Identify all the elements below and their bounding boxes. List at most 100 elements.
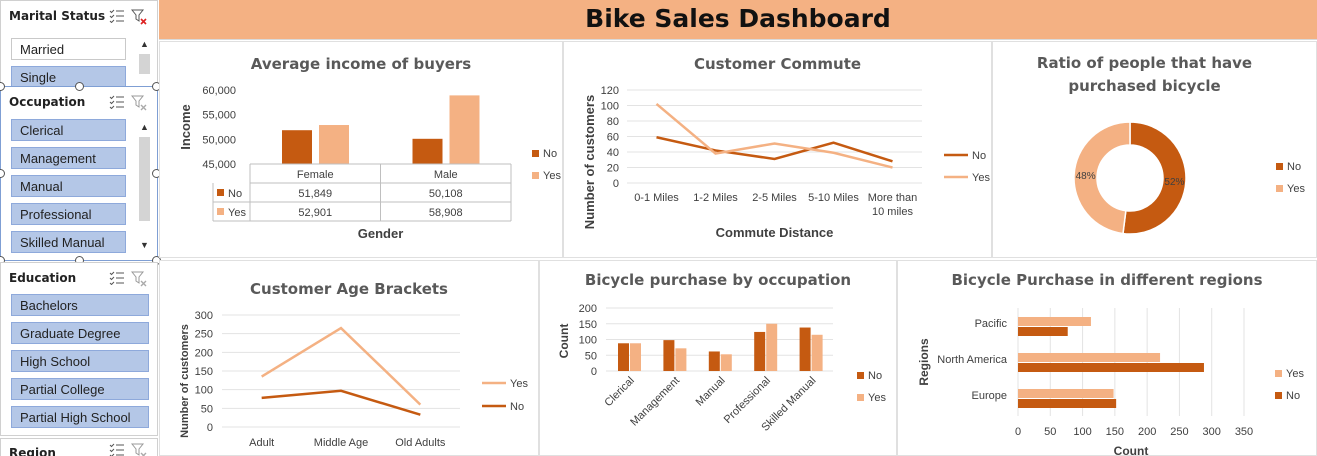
bar	[799, 327, 811, 371]
clear-filter-icon[interactable]	[131, 95, 147, 111]
slicer-scrollbar[interactable]: ▲	[138, 38, 151, 87]
y-tick-label: 55,000	[202, 110, 236, 122]
slicer-marital-status[interactable]: Marital Status Married Single ▲	[0, 0, 158, 88]
scroll-up-icon[interactable]: ▲	[140, 122, 149, 132]
legend-label: Yes	[868, 392, 886, 404]
regions-chart: 0 50 100 150 200 250 300 350 Pacific North Americ…	[917, 308, 1304, 455]
x-tick-label: 350	[1235, 426, 1253, 438]
y-tick-label: 0	[613, 178, 619, 190]
slicer-item-label: Married	[20, 42, 65, 57]
bar	[1018, 353, 1161, 362]
clear-filter-icon[interactable]	[131, 271, 147, 287]
table-legend-key	[217, 208, 224, 215]
y-axis-title: Count	[557, 324, 571, 359]
slicer-item-label: Clerical	[20, 123, 64, 138]
legend-label: Yes	[543, 170, 561, 182]
slicer-item-label: Management	[20, 151, 96, 166]
multi-select-icon[interactable]	[109, 271, 125, 285]
slicer-item-management[interactable]: Management	[11, 147, 126, 169]
bar	[412, 138, 443, 164]
legend-key	[1276, 163, 1283, 170]
slicer-item-partial-college[interactable]: Partial College	[11, 378, 149, 400]
y-tick-label: 60	[607, 132, 619, 144]
scroll-up-icon[interactable]: ▲	[140, 39, 149, 49]
slicer-item-label: Single	[20, 70, 57, 85]
bar	[766, 323, 778, 371]
slicer-item-skilled-manual[interactable]: Skilled Manual	[11, 231, 126, 253]
age-chart: 0 50 100 150 200 250 300 Adult Middle Age Old Adu…	[179, 310, 528, 449]
legend-key	[532, 172, 539, 179]
category-label: Female	[297, 169, 334, 181]
series-line	[261, 389, 421, 416]
y-tick-label: 20	[607, 163, 619, 175]
legend-key	[1276, 185, 1283, 192]
y-tick-label: 100	[601, 101, 619, 113]
bar	[449, 95, 480, 164]
x-tick-label: 1-2 Miles	[693, 192, 738, 204]
legend-label: Yes	[510, 378, 528, 390]
slicer-item-professional[interactable]: Professional	[11, 203, 126, 225]
resize-handle[interactable]	[0, 169, 5, 178]
chart-title: Bicycle Purchase in different regions	[951, 271, 1263, 289]
slicer-item-partial-high-school[interactable]: Partial High School	[11, 406, 149, 428]
chart-title: Customer Commute	[693, 55, 862, 73]
slicer-item-married[interactable]: Married	[11, 38, 126, 60]
chart-title: Average income of buyers	[250, 55, 472, 73]
legend-key	[857, 372, 864, 379]
slicer-item-label: Graduate Degree	[20, 326, 121, 341]
clear-filter-icon[interactable]	[131, 9, 147, 25]
y-axis-title: Regions	[917, 338, 931, 386]
bar	[1018, 317, 1091, 326]
scroll-thumb[interactable]	[139, 54, 150, 74]
scroll-down-icon[interactable]: ▼	[140, 240, 149, 250]
legend-label: No	[510, 401, 524, 413]
y-tick-label: 200	[579, 303, 597, 315]
bar	[1018, 363, 1204, 372]
x-tick-label: Adult	[249, 437, 274, 449]
slicer-education[interactable]: Education Bachelors Graduate Degree High…	[0, 262, 158, 436]
slicer-item-label: Bachelors	[20, 298, 78, 313]
slicer-item-high-school[interactable]: High School	[11, 350, 149, 372]
x-axis-title: Count	[1114, 444, 1149, 455]
y-tick-label: 120	[601, 85, 619, 97]
slicer-item-clerical[interactable]: Clerical	[11, 119, 126, 141]
bar	[663, 340, 675, 371]
legend-key	[1275, 370, 1282, 377]
slicer-region[interactable]: Region	[0, 438, 158, 456]
slicer-item-manual[interactable]: Manual	[11, 175, 126, 197]
multi-select-icon[interactable]	[109, 9, 125, 23]
slicer-item-bachelors[interactable]: Bachelors	[11, 294, 149, 316]
slicer-title: Occupation	[9, 95, 86, 109]
legend-label: No	[1286, 390, 1300, 402]
y-tick-label: 150	[579, 319, 597, 331]
x-tick-label: Manual	[694, 375, 728, 409]
clear-filter-icon[interactable]	[131, 443, 147, 456]
slicer-item-graduate-degree[interactable]: Graduate Degree	[11, 322, 149, 344]
y-tick-label: 0	[591, 366, 597, 378]
y-tick-label: 0	[207, 422, 213, 434]
panel-regions: Bicycle Purchase in different regions 0 5…	[897, 260, 1317, 456]
bar	[630, 343, 641, 371]
y-tick-label: 200	[195, 347, 213, 359]
x-tick-label: 0	[1015, 426, 1021, 438]
chart-title: Ratio of people that have purchased bicy…	[1036, 54, 1253, 95]
slicer-item-label: Partial High School	[20, 410, 131, 425]
slicer-occupation[interactable]: Occupation Clerical Management Manual Pr…	[0, 86, 158, 261]
x-tick-label: 300	[1203, 426, 1221, 438]
y-tick-label: North America	[937, 354, 1008, 366]
resize-handle[interactable]	[75, 82, 84, 91]
y-tick-label: 50,000	[202, 134, 236, 146]
resize-handle[interactable]	[0, 82, 5, 91]
bar	[720, 354, 732, 371]
dashboard-title: Bike Sales Dashboard	[585, 4, 891, 33]
slicer-scrollbar[interactable]: ▲ ▼	[138, 121, 151, 253]
slicer-item-single[interactable]: Single	[11, 66, 126, 87]
chart-title: Bicycle purchase by occupation	[584, 271, 852, 289]
slicer-item-label: Manual	[20, 179, 63, 194]
legend-label: No	[1287, 161, 1301, 173]
multi-select-icon[interactable]	[109, 95, 125, 109]
scroll-thumb[interactable]	[139, 137, 150, 221]
x-tick-label: 10 miles	[872, 206, 913, 218]
multi-select-icon[interactable]	[109, 443, 125, 456]
